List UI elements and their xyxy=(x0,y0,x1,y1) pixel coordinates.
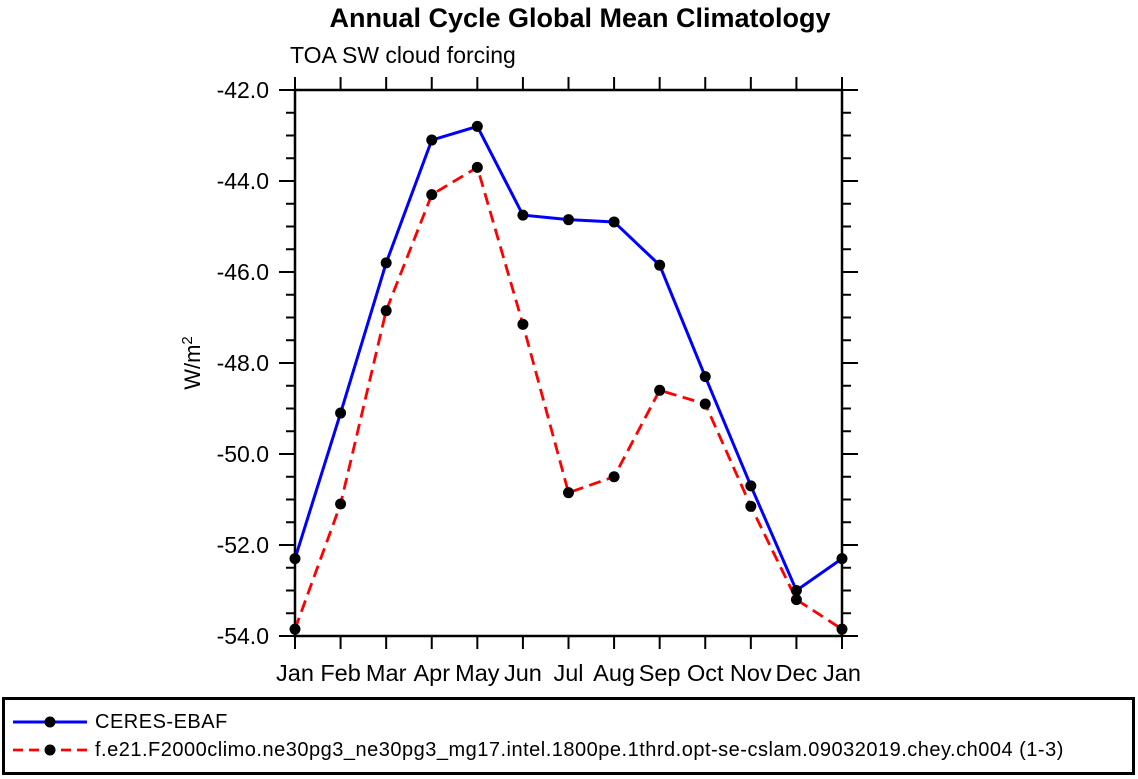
data-point-marker xyxy=(699,371,711,383)
legend-item-0: CERES-EBAF xyxy=(11,708,1132,736)
data-point-marker xyxy=(335,498,347,510)
data-point-marker xyxy=(426,189,438,201)
x-tick-label: Dec xyxy=(776,660,818,686)
y-tick-label: -52.0 xyxy=(217,532,269,558)
data-point-marker xyxy=(790,594,802,606)
data-point-marker xyxy=(790,585,802,596)
data-point-marker xyxy=(836,623,848,635)
x-tick-label: Jan xyxy=(276,660,314,686)
data-point-marker xyxy=(471,120,483,132)
data-point-marker xyxy=(745,480,757,492)
data-point-marker xyxy=(380,305,392,317)
data-point-marker xyxy=(608,216,620,228)
data-point-marker xyxy=(563,214,574,226)
legend-line-sample xyxy=(13,744,87,756)
plot-frame xyxy=(293,88,844,638)
series-line-1 xyxy=(293,165,843,631)
x-tick-label: Jan xyxy=(823,660,861,686)
y-tick-label: -54.0 xyxy=(217,623,269,649)
data-point-marker xyxy=(836,553,848,565)
data-point-marker xyxy=(289,553,301,565)
y-tick-label: -48.0 xyxy=(217,350,269,376)
x-tick-label: Apr xyxy=(413,660,450,686)
legend-line-sample xyxy=(13,716,87,728)
legend-item-1: f.e21.F2000climo.ne30pg3_ne30pg3_mg17.in… xyxy=(11,736,1132,764)
data-point-marker xyxy=(608,471,620,483)
y-tick-label: -46.0 xyxy=(217,259,269,285)
data-point-marker xyxy=(563,487,574,499)
data-point-marker xyxy=(517,209,529,221)
data-point-marker xyxy=(654,259,666,271)
x-tick-label: Jun xyxy=(504,660,542,686)
data-point-marker xyxy=(471,161,483,173)
x-tick-label: Mar xyxy=(366,660,407,686)
legend-label: f.e21.F2000climo.ne30pg3_ne30pg3_mg17.in… xyxy=(95,738,1064,761)
data-point-marker xyxy=(289,623,301,635)
data-point-marker xyxy=(335,407,347,419)
y-tick-label: -44.0 xyxy=(217,168,269,194)
y-tick-label: -42.0 xyxy=(217,77,269,103)
data-point-marker xyxy=(426,134,438,146)
y-axis-title: W/m2 xyxy=(179,336,205,390)
y-tick-label: -50.0 xyxy=(217,441,269,467)
legend-marker-icon xyxy=(44,716,56,728)
x-tick-label: Sep xyxy=(639,660,681,686)
data-point-marker xyxy=(654,384,666,396)
series-line-0 xyxy=(293,124,843,593)
x-tick-label: Nov xyxy=(730,660,772,686)
x-tick-label: Aug xyxy=(593,660,635,686)
data-point-marker xyxy=(745,500,757,512)
legend-marker-icon xyxy=(44,744,56,756)
legend-label: CERES-EBAF xyxy=(95,710,228,733)
legend-box: CERES-EBAF f.e21.F2000climo.ne30pg3_ne30p… xyxy=(2,697,1135,775)
chart-title: Annual Cycle Global Mean Climatology xyxy=(329,3,831,33)
x-tick-label: Jul xyxy=(553,660,583,686)
x-tick-label: Feb xyxy=(320,660,361,686)
data-point-marker xyxy=(699,398,711,410)
data-point-marker xyxy=(517,318,529,330)
x-tick-label: Oct xyxy=(687,660,724,686)
data-point-marker xyxy=(380,257,392,269)
chart-subtitle: TOA SW cloud forcing xyxy=(290,42,516,68)
x-tick-label: May xyxy=(455,660,500,686)
